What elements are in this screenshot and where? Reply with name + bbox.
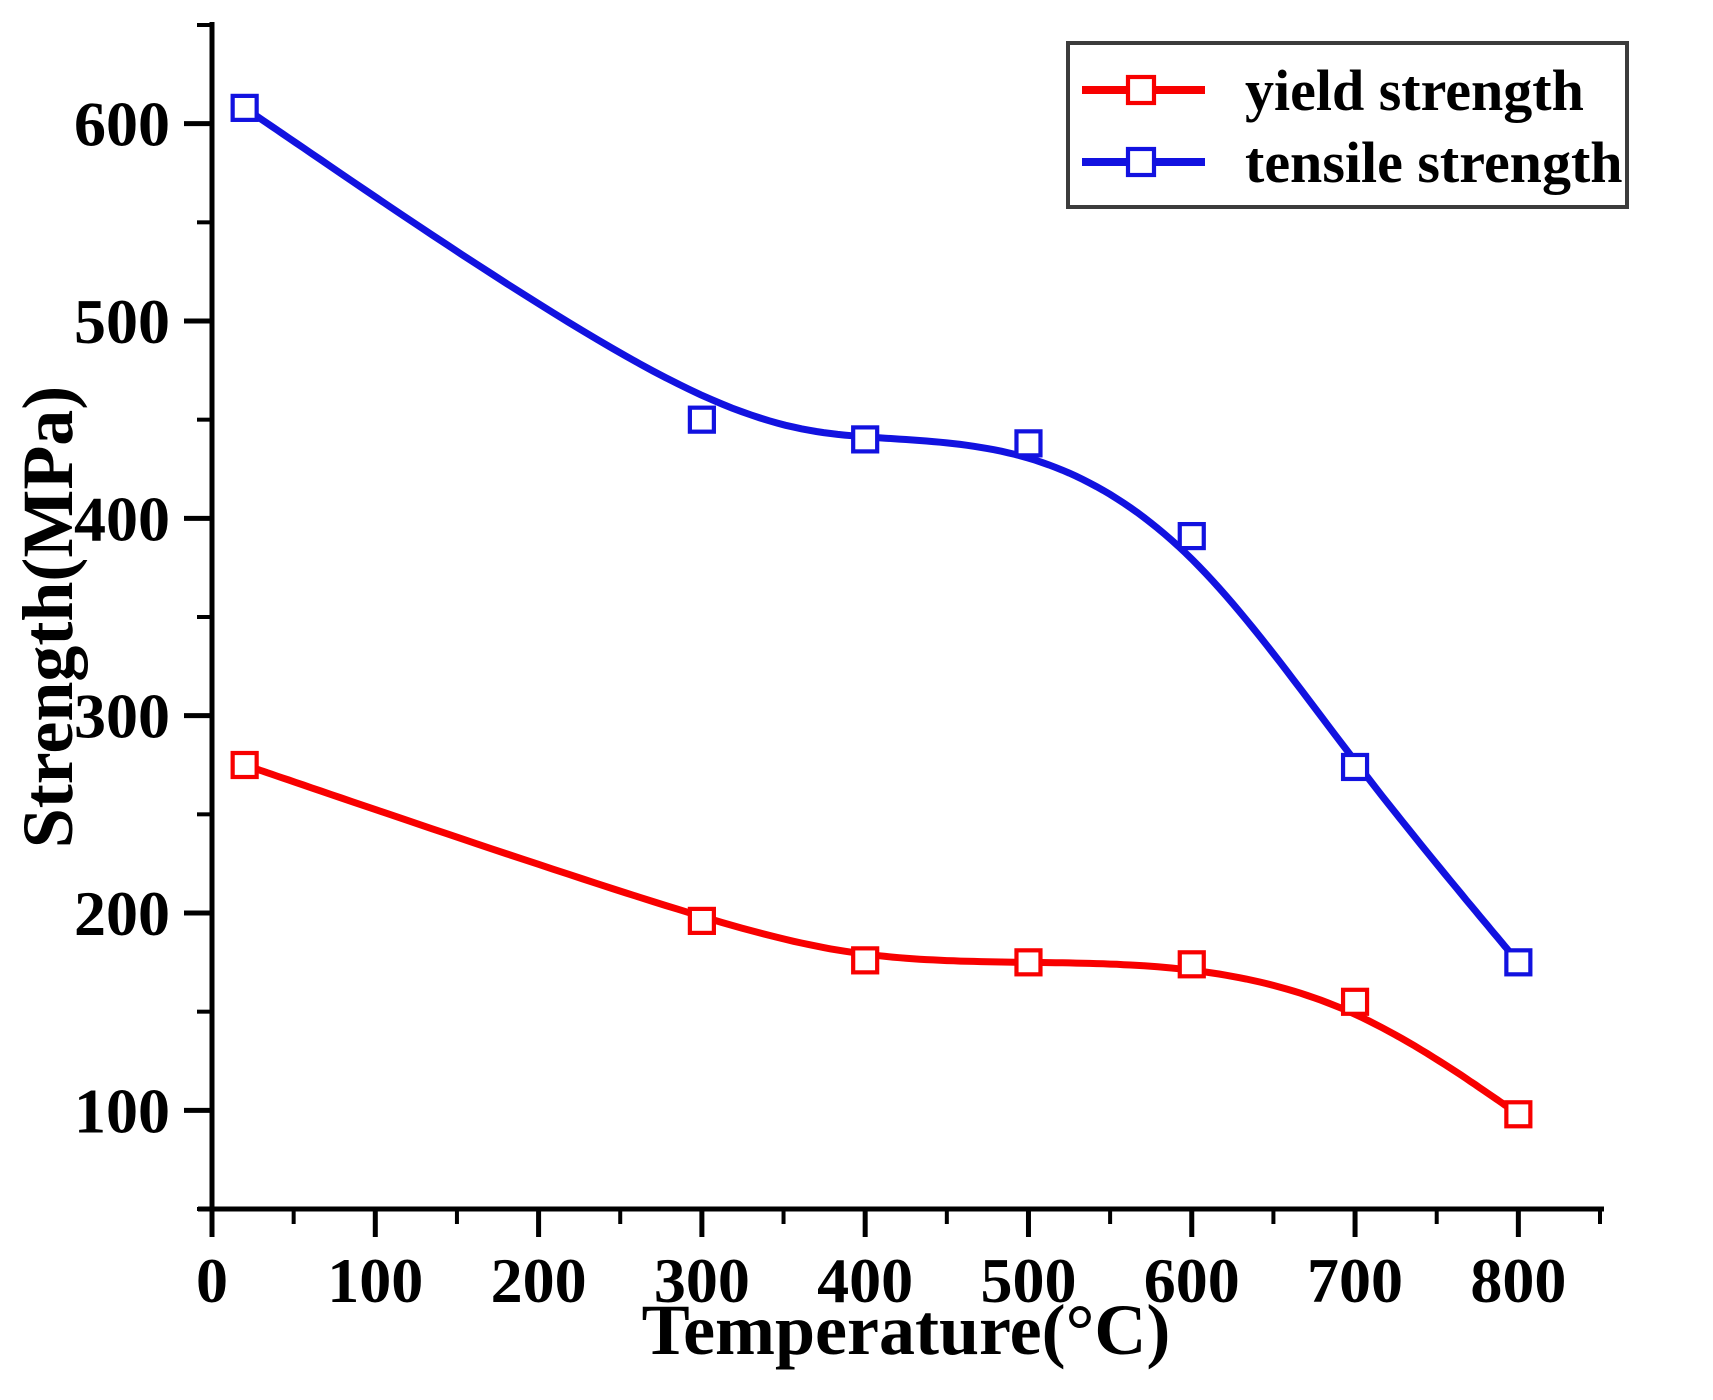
x-tick-label: 200 — [491, 1245, 587, 1316]
yield-strength-marker — [1014, 948, 1043, 977]
x-tick-label: 500 — [980, 1245, 1076, 1316]
tensile-strength-marker — [687, 405, 716, 434]
yield-strength-marker — [1177, 950, 1206, 979]
yield-strength-marker — [1504, 1100, 1533, 1129]
y-tick-label: 400 — [74, 483, 170, 554]
yield-strength-marker — [230, 750, 259, 780]
x-axis-title: Temperature(°C) — [642, 1290, 1171, 1370]
x-tick-label: 800 — [1470, 1245, 1566, 1316]
plot-area — [230, 93, 1533, 1129]
tensile-strength-marker — [1014, 429, 1043, 458]
y-tick-label: 100 — [74, 1075, 170, 1146]
y-tick-label: 500 — [74, 286, 170, 357]
tensile-strength-curve — [241, 104, 1522, 966]
x-tick-label: 600 — [1144, 1245, 1240, 1316]
x-tick-label: 300 — [654, 1245, 750, 1316]
x-tick-label: 0 — [196, 1245, 228, 1316]
yield-strength-marker — [1340, 987, 1370, 1016]
tensile-strength-marker — [230, 93, 259, 122]
yield-strength-marker — [851, 946, 880, 975]
legend-label: yield strength — [1245, 58, 1584, 123]
yield-strength-curve — [241, 761, 1522, 1118]
tensile-strength-marker — [1340, 752, 1370, 782]
y-tick-label: 600 — [74, 89, 170, 160]
legend-marker-sample — [1125, 74, 1157, 106]
x-tick-label: 100 — [327, 1245, 423, 1316]
legend-entry: yield strength — [1082, 58, 1584, 123]
tensile-strength-marker — [1177, 521, 1206, 551]
legend-entry: tensile strength — [1082, 130, 1623, 195]
y-tick-label: 200 — [74, 878, 170, 949]
legend-marker-sample — [1125, 146, 1157, 178]
y-tick-label: 300 — [74, 681, 170, 752]
axes: 0 100 200 300 400 500 600 700 800 100 200 300 400 500… — [74, 22, 1604, 1316]
x-tick-label: 700 — [1307, 1245, 1403, 1316]
legend: yield strength tensile strength — [1066, 41, 1629, 209]
tensile-strength-marker — [1504, 948, 1533, 977]
legend-label: tensile strength — [1245, 130, 1623, 195]
legend-box — [1066, 41, 1629, 209]
y-axis-title: Strength(MPa) — [8, 386, 88, 849]
yield-strength-marker — [687, 906, 716, 935]
tensile-strength-marker — [851, 425, 880, 454]
x-tick-label: 400 — [817, 1245, 913, 1316]
